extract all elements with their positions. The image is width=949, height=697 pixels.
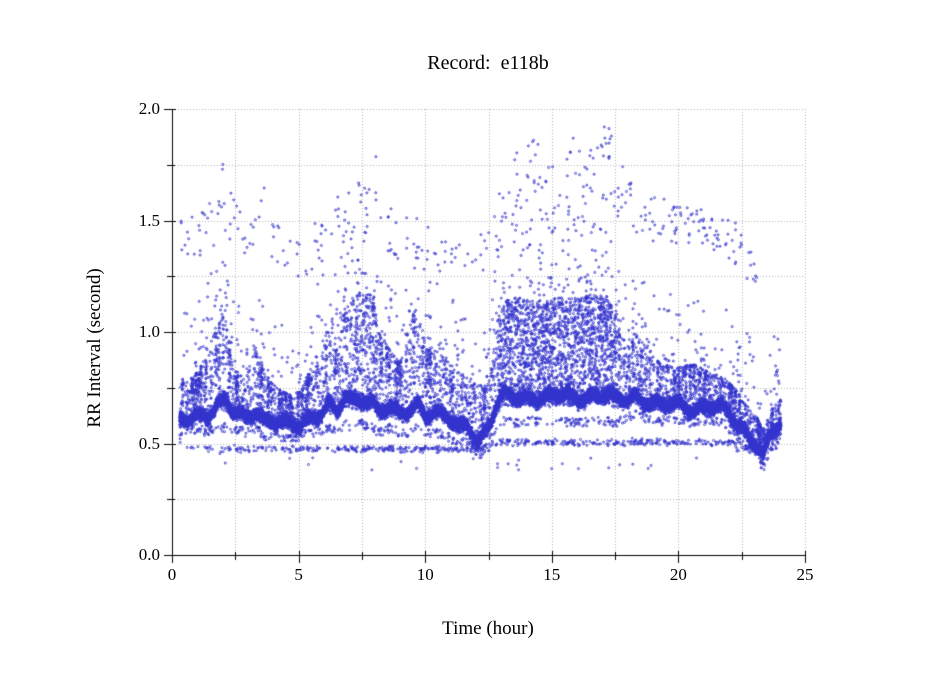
y-tick-label: 1.5: [138, 210, 160, 230]
y-tick-label: 0.0: [138, 545, 160, 564]
x-tick-label: 20: [669, 565, 687, 584]
x-tick-label: 15: [543, 565, 561, 584]
y-tick-label: 2.0: [138, 99, 160, 118]
y-axis-label: RR Interval (second): [84, 268, 105, 428]
y-tick-label: 1.0: [138, 322, 160, 341]
x-tick-label: 5: [294, 565, 303, 584]
chart-title: Record: e118b: [427, 52, 549, 74]
x-tick-label: 10: [416, 565, 434, 584]
x-tick-label: 0: [167, 565, 177, 584]
x-axis-label: Time (hour): [442, 618, 534, 639]
x-tick-label: 25: [796, 565, 814, 584]
y-tick-label: 0.5: [138, 433, 160, 453]
